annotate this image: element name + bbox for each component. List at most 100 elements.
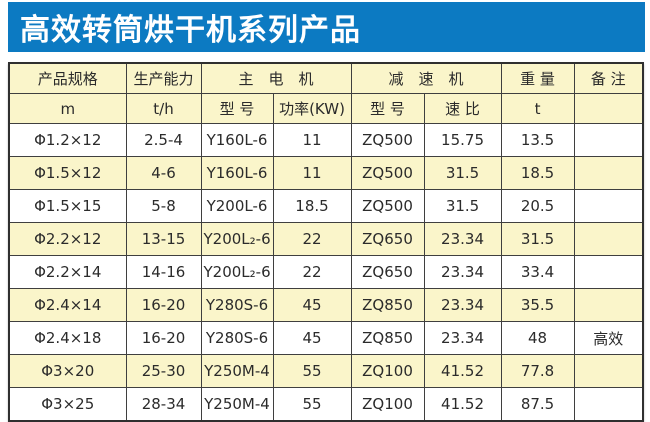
cell-capacity: 16-20 xyxy=(125,321,202,355)
cell-capacity: 16-20 xyxy=(125,288,202,322)
cell-capacity: 13-15 xyxy=(125,222,202,256)
unit-header-m: m xyxy=(8,93,127,124)
cell-spec: Φ3×20 xyxy=(8,354,127,388)
cell-weight: 31.5 xyxy=(500,222,575,256)
cell-capacity: 25-30 xyxy=(125,354,202,388)
cell-reducer-model: ZQ100 xyxy=(350,387,425,422)
cell-ratio: 31.5 xyxy=(423,189,502,223)
cell-ratio: 23.34 xyxy=(423,255,502,289)
page-title: 高效转筒烘干机系列产品 xyxy=(20,13,361,48)
unit-header-row: m t/h 型 号 功率(KW) 型 号 速 比 t xyxy=(8,93,644,124)
cell-power: 45 xyxy=(272,321,352,355)
table-row: Φ3×20 25-30 Y250M-4 55 ZQ100 41.52 77.8 xyxy=(8,354,644,388)
table-row: Φ2.2×14 14-16 Y200L₂-6 22 ZQ650 23.34 33… xyxy=(8,255,644,289)
cell-motor-model: Y200L₂-6 xyxy=(200,222,274,256)
unit-header-th: t/h xyxy=(125,93,202,124)
cell-motor-model: Y160L-6 xyxy=(200,123,274,157)
cell-reducer-model: ZQ500 xyxy=(350,123,425,157)
unit-header-motor-model: 型 号 xyxy=(200,93,274,124)
cell-motor-model: Y280S-6 xyxy=(200,321,274,355)
col-header-main-motor: 主 电 机 xyxy=(200,62,352,94)
cell-remarks xyxy=(573,222,644,256)
cell-remarks xyxy=(573,387,644,422)
cell-weight: 20.5 xyxy=(500,189,575,223)
cell-weight: 48 xyxy=(500,321,575,355)
col-header-remarks: 备 注 xyxy=(573,62,644,94)
table-row: Φ3×25 28-34 Y250M-4 55 ZQ100 41.52 87.5 xyxy=(8,387,644,422)
unit-header-blank xyxy=(573,93,644,124)
cell-weight: 87.5 xyxy=(500,387,575,422)
cell-motor-model: Y250M-4 xyxy=(200,387,274,422)
cell-motor-model: Y250M-4 xyxy=(200,354,274,388)
cell-remarks xyxy=(573,354,644,388)
cell-reducer-model: ZQ500 xyxy=(350,189,425,223)
cell-reducer-model: ZQ650 xyxy=(350,222,425,256)
unit-header-reducer-model: 型 号 xyxy=(350,93,425,124)
table-row: Φ1.5×15 5-8 Y200L-6 18.5 ZQ500 31.5 20.5 xyxy=(8,189,644,223)
cell-spec: Φ2.2×12 xyxy=(8,222,127,256)
cell-reducer-model: ZQ100 xyxy=(350,354,425,388)
cell-motor-model: Y200L-6 xyxy=(200,189,274,223)
cell-ratio: 31.5 xyxy=(423,156,502,190)
table-row: Φ2.4×14 16-20 Y280S-6 45 ZQ850 23.34 35.… xyxy=(8,288,644,322)
cell-ratio: 15.75 xyxy=(423,123,502,157)
cell-capacity: 28-34 xyxy=(125,387,202,422)
col-header-capacity: 生产能力 xyxy=(125,62,202,94)
cell-power: 45 xyxy=(272,288,352,322)
cell-motor-model: Y200L₂-6 xyxy=(200,255,274,289)
unit-header-power: 功率(KW) xyxy=(272,93,352,124)
cell-spec: Φ3×25 xyxy=(8,387,127,422)
cell-power: 11 xyxy=(272,123,352,157)
cell-capacity: 2.5-4 xyxy=(125,123,202,157)
cell-spec: Φ2.4×18 xyxy=(8,321,127,355)
unit-header-ratio: 速 比 xyxy=(423,93,502,124)
cell-reducer-model: ZQ500 xyxy=(350,156,425,190)
cell-reducer-model: ZQ850 xyxy=(350,288,425,322)
cell-remarks xyxy=(573,123,644,157)
cell-remarks xyxy=(573,156,644,190)
col-header-weight: 重 量 xyxy=(500,62,575,94)
cell-power: 22 xyxy=(272,222,352,256)
table-row: Φ1.5×12 4-6 Y160L-6 11 ZQ500 31.5 18.5 xyxy=(8,156,644,190)
cell-power: 11 xyxy=(272,156,352,190)
cell-reducer-model: ZQ650 xyxy=(350,255,425,289)
cell-capacity: 5-8 xyxy=(125,189,202,223)
cell-weight: 35.5 xyxy=(500,288,575,322)
cell-ratio: 41.52 xyxy=(423,387,502,422)
cell-power: 18.5 xyxy=(272,189,352,223)
table-row: Φ1.2×12 2.5-4 Y160L-6 11 ZQ500 15.75 13.… xyxy=(8,123,644,157)
cell-ratio: 41.52 xyxy=(423,354,502,388)
cell-power: 22 xyxy=(272,255,352,289)
cell-ratio: 23.34 xyxy=(423,222,502,256)
cell-ratio: 23.34 xyxy=(423,321,502,355)
cell-motor-model: Y160L-6 xyxy=(200,156,274,190)
cell-spec: Φ2.4×14 xyxy=(8,288,127,322)
cell-weight: 77.8 xyxy=(500,354,575,388)
table-row: Φ2.2×12 13-15 Y200L₂-6 22 ZQ650 23.34 31… xyxy=(8,222,644,256)
cell-weight: 13.5 xyxy=(500,123,575,157)
title-banner: 高效转筒烘干机系列产品 xyxy=(8,2,645,52)
col-header-reducer: 减 速 机 xyxy=(350,62,502,94)
unit-header-t: t xyxy=(500,93,575,124)
cell-remarks: 高效 xyxy=(573,321,644,355)
table-row: Φ2.4×18 16-20 Y280S-6 45 ZQ850 23.34 48 … xyxy=(8,321,644,355)
cell-remarks xyxy=(573,288,644,322)
cell-power: 55 xyxy=(272,354,352,388)
cell-capacity: 14-16 xyxy=(125,255,202,289)
group-header-row: 产品规格 生产能力 主 电 机 减 速 机 重 量 备 注 xyxy=(8,62,644,94)
cell-remarks xyxy=(573,189,644,223)
cell-capacity: 4-6 xyxy=(125,156,202,190)
cell-power: 55 xyxy=(272,387,352,422)
cell-weight: 33.4 xyxy=(500,255,575,289)
cell-spec: Φ1.5×12 xyxy=(8,156,127,190)
cell-motor-model: Y280S-6 xyxy=(200,288,274,322)
cell-spec: Φ2.2×14 xyxy=(8,255,127,289)
col-header-spec: 产品规格 xyxy=(8,62,127,94)
cell-weight: 18.5 xyxy=(500,156,575,190)
cell-reducer-model: ZQ850 xyxy=(350,321,425,355)
cell-remarks xyxy=(573,255,644,289)
product-spec-table: 产品规格 生产能力 主 电 机 减 速 机 重 量 备 注 m t/h 型 号 … xyxy=(8,62,645,422)
cell-ratio: 23.34 xyxy=(423,288,502,322)
cell-spec: Φ1.2×12 xyxy=(8,123,127,157)
cell-spec: Φ1.5×15 xyxy=(8,189,127,223)
